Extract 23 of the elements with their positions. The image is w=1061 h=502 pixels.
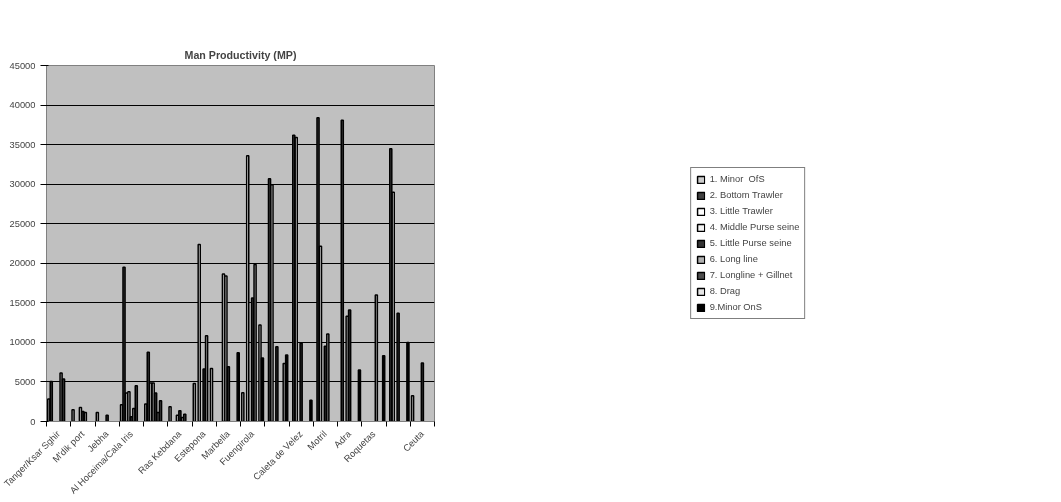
chart-title: Man Productivity (MP)	[184, 48, 297, 61]
y-tick-label: 30000	[9, 179, 36, 190]
legend-label: 1. Minor OfS	[709, 173, 765, 185]
bar	[105, 414, 109, 422]
legend-label: 2. Bottom Trawler	[709, 189, 783, 201]
legend-label: 8. Drag	[709, 285, 741, 297]
legend-label: 6. Long line	[709, 253, 758, 265]
y-tick-label: 0	[30, 416, 36, 427]
y-tick-label: 10000	[9, 337, 36, 348]
legend-label: 5. Little Purse seine	[709, 237, 792, 249]
legend-label: 9.Minor OnS	[709, 301, 763, 313]
y-tick-label: 40000	[9, 100, 36, 111]
legend-label: 7. Longline + Gillnet	[709, 269, 793, 281]
y-tick-label: 5000	[14, 376, 36, 387]
bar	[134, 384, 139, 422]
legend-label: 3. Little Trawler	[709, 205, 773, 217]
y-tick-label: 45000	[9, 60, 36, 71]
y-tick-label: 20000	[9, 258, 36, 269]
bar	[309, 399, 313, 422]
y-tick-label: 35000	[9, 139, 36, 150]
legend-label: 4. Middle Purse seine	[709, 221, 800, 233]
y-tick-label: 15000	[9, 297, 36, 308]
y-tick-label: 25000	[9, 218, 36, 229]
